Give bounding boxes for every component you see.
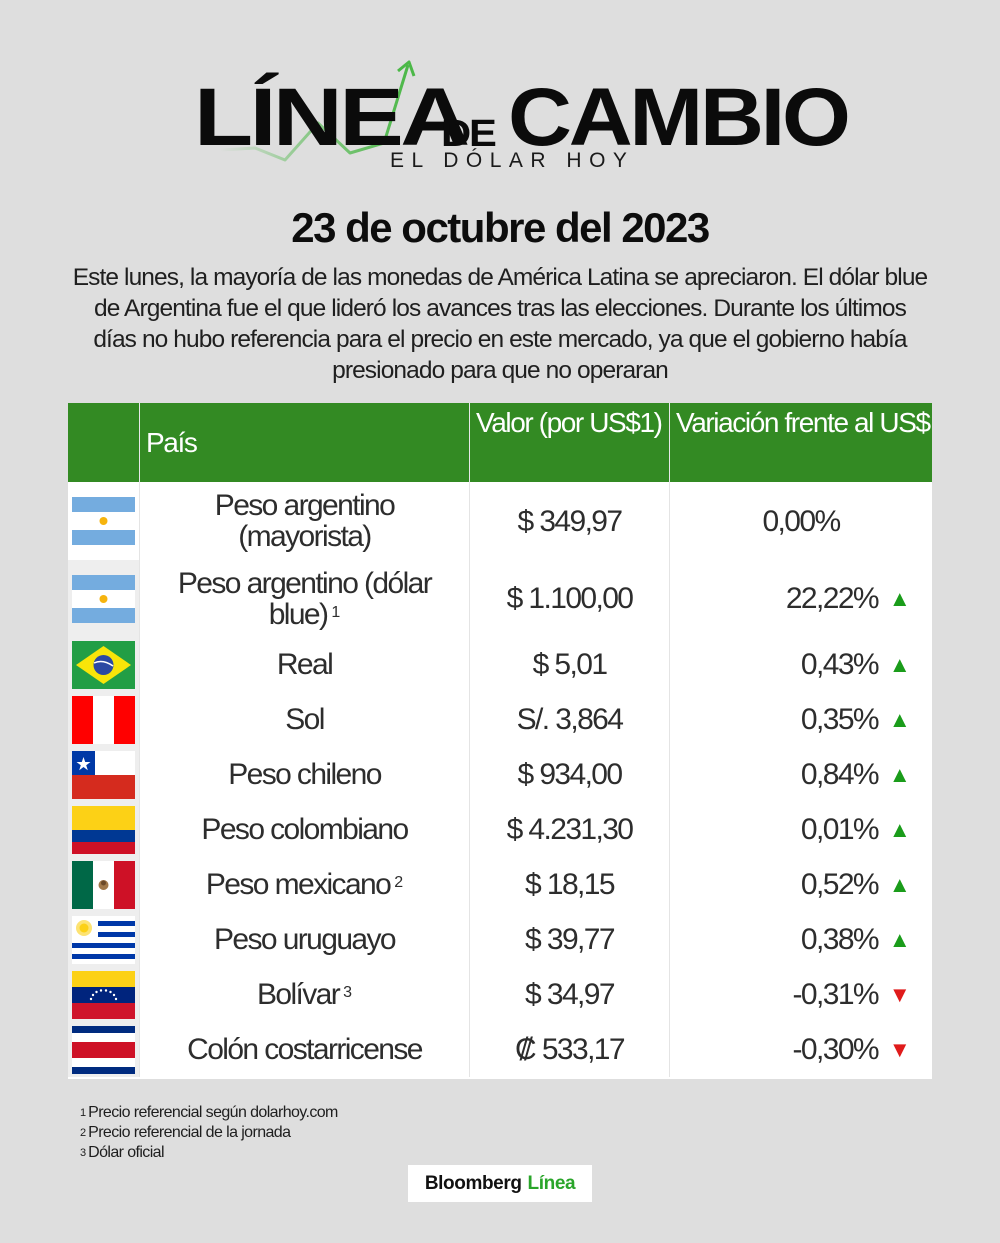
venezuela-flag-icon [72,970,135,1019]
table-row: Peso uruguayo $ 39,77 0,38% ▲ [68,912,932,967]
flag-cell [68,802,139,857]
arrow-up-icon: ▲ [888,926,911,952]
flag-cell [68,857,139,912]
currency-value: $ 4.231,30 [469,802,669,857]
chile-flag-icon [72,750,135,799]
table-row: Peso mexicano 2 $ 18,15 0,52% ▲ [68,857,932,912]
flag-cell [68,912,139,967]
page-title-date: 23 de octubre del 2023 [291,204,710,251]
table-header: País Valor (por US$1) Variación frente a… [68,403,932,482]
currency-name: Real [139,637,469,692]
column-header-variation: Variación frente al US$ [669,403,932,482]
footnote-1: 1 Precio referencial según dolarhoy.com [80,1104,338,1121]
currency-value: $ 5,01 [469,637,669,692]
footnote-2: 2 Precio referencial de la jornada [80,1124,291,1141]
footnote-marker: 3 [343,984,353,1001]
argentina-flag-icon [72,574,135,623]
arrow-up-icon: ▲ [888,761,911,787]
currency-name: Peso colombiano [139,802,469,857]
currency-variation: 0,52% ▲ [669,857,932,912]
currency-variation: 0,35% ▲ [669,692,932,747]
table-row: Bolívar 3 $ 34,97 -0,31% ▼ [68,967,932,1022]
arrow-down-icon: ▼ [888,981,911,1007]
colombia-flag-icon [72,805,135,854]
arrow-up-icon: ▲ [888,816,911,842]
currency-name: Colón costarricense [139,1022,469,1077]
currency-variation: 0,43% ▲ [669,637,932,692]
flag-cell [68,482,139,560]
currency-name: Peso mexicano 2 [139,857,469,912]
table-row: Peso chileno $ 934,00 0,84% ▲ [68,747,932,802]
logo-subtitle: EL DÓLAR HOY [390,149,635,172]
currency-name: Peso chileno [139,747,469,802]
currency-name: Peso argentino (mayorista) [139,482,469,560]
logo-word-de: DE [441,113,497,155]
arrow-up-icon: ▲ [888,871,911,897]
currency-variation: 0,01% ▲ [669,802,932,857]
logo-word-linea: LÍNEA [194,72,470,163]
flag-cell [68,1022,139,1077]
currency-value: ₡ 533,17 [469,1022,669,1077]
currency-variation: -0,30% ▼ [669,1022,932,1077]
currency-name: Peso argentino (dólar blue) 1 [139,560,469,637]
footnote-marker: 2 [394,874,404,891]
currency-name: Peso uruguayo [139,912,469,967]
currency-variation: 0,38% ▲ [669,912,932,967]
currency-value: $ 18,15 [469,857,669,912]
trend-arrow-icon [219,60,416,162]
brazil-flag-icon [72,640,135,689]
column-header-value: Valor (por US$1) [469,403,669,482]
currency-variation: 0,00% [669,482,932,560]
costa-rica-flag-icon [72,1025,135,1074]
flag-cell [68,692,139,747]
currency-value: $ 934,00 [469,747,669,802]
table-row: Peso argentino (dólar blue) 1 $ 1.100,00 … [68,560,932,637]
currency-name: Sol [139,692,469,747]
logo-word-cambio: CAMBIO [508,72,851,163]
flag-cell [68,967,139,1022]
column-header-country: País [139,403,469,482]
peru-flag-icon [72,695,135,744]
intro-paragraph: Este lunes, la mayoría de las monedas de… [72,264,928,384]
table-row: Real $ 5,01 0,43% ▲ [68,637,932,692]
line-de-cambio-logo: LÍNEA DE CAMBIO EL DÓLAR HOY [190,55,851,180]
flag-cell [68,747,139,802]
column-header-flag [68,403,139,482]
table-row: Peso argentino (mayorista) $ 349,97 0,00… [68,482,932,560]
table-row: Peso colombiano $ 4.231,30 0,01% ▲ [68,802,932,857]
exchange-rate-table: País Valor (por US$1) Variación frente a… [68,403,932,1079]
currency-value: $ 34,97 [469,967,669,1022]
uruguay-flag-icon [72,915,135,964]
currency-variation: -0,31% ▼ [669,967,932,1022]
currency-value: $ 349,97 [469,482,669,560]
currency-name: Bolívar 3 [139,967,469,1022]
footnote-marker: 1 [331,603,341,621]
currency-variation: 0,84% ▲ [669,747,932,802]
table-row: Colón costarricense ₡ 533,17 -0,30% ▼ [68,1022,932,1077]
flag-cell [68,637,139,692]
table-body: Peso argentino (mayorista) $ 349,97 0,00… [68,482,932,1079]
arrow-up-icon: ▲ [888,706,911,732]
arrow-down-icon: ▼ [888,1036,911,1062]
table-row: Sol S/. 3,864 0,35% ▲ [68,692,932,747]
arrow-up-icon: ▲ [888,651,911,677]
bloomberg-linea-logo: Bloomberg Línea [408,1165,592,1202]
currency-value: $ 39,77 [469,912,669,967]
mexico-flag-icon [72,860,135,909]
footnote-3: 3 Dólar oficial [80,1144,165,1161]
flag-cell [68,560,139,637]
currency-value: S/. 3,864 [469,692,669,747]
footnotes: 1 Precio referencial según dolarhoy.com 2… [80,1103,338,1163]
currency-value: $ 1.100,00 [469,560,669,637]
argentina-flag-icon [72,497,135,545]
arrow-up-icon: ▲ [888,585,911,611]
currency-variation: 22,22% ▲ [669,560,932,637]
